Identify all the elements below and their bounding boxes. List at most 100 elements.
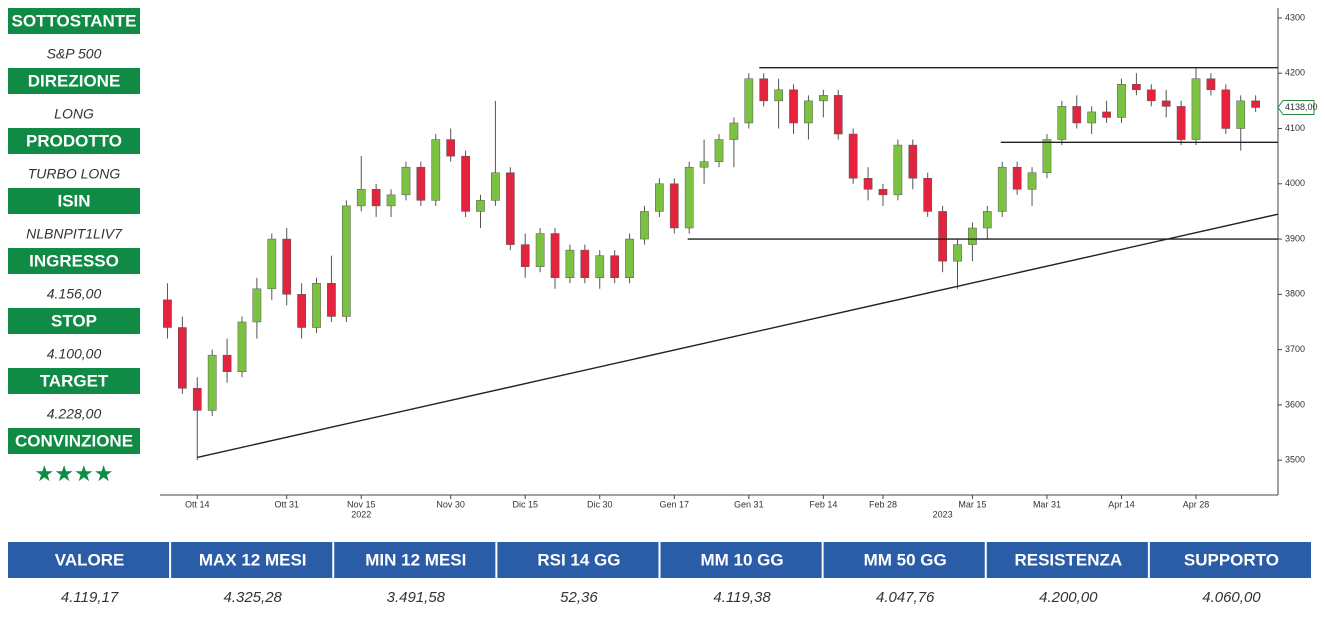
table-value: 3.491,58 [387,589,446,606]
candle-body [1102,111,1111,118]
candle-body [550,233,560,279]
sidebar-value: 4.156,00 [47,286,102,302]
candle-body [237,321,247,372]
table-header-bg [660,542,822,578]
sidebar-value: 4.228,00 [47,406,102,422]
table-value: 4.119,38 [713,589,771,606]
candle-body [1236,100,1246,129]
candle-body [282,238,292,295]
candle-body [1012,166,1022,190]
candle-body [1251,100,1260,108]
candle-body [1117,84,1126,118]
table-value: 4.060,00 [1202,589,1261,606]
candle-body [640,211,649,240]
table-header: RESISTENZA [1014,550,1122,569]
candle-body [744,78,754,124]
table-header: MAX 12 MESI [199,550,307,569]
table-header-bg [1149,542,1311,578]
sidebar-header-bg [8,368,140,394]
sidebar-value: S&P 500 [47,46,102,62]
candle-body [520,244,530,267]
candle-body [1176,106,1186,140]
table-header-bg [171,542,333,578]
candle-body [401,166,411,196]
candle-body [416,166,426,201]
table-header-bg [334,542,496,578]
candle-body [997,166,1007,212]
candle-body [312,283,321,328]
candle-body [669,183,679,229]
candle-body [818,95,828,102]
table-header: VALORE [55,550,125,569]
candle-body [580,249,590,279]
table-header: RSI 14 GG [537,550,620,569]
candle-body [565,249,575,279]
table-header-bg [497,542,659,578]
x-tick-label: Dic 15 [512,499,538,509]
table-header-bg [823,542,985,578]
sidebar-label: DIREZIONE [28,71,121,90]
sidebar-header-bg [8,68,140,94]
candle-body [938,211,947,262]
candle-body [1206,78,1216,91]
x-tick-label: Feb 28 [869,499,897,509]
candle-body [625,238,634,279]
candle-body [729,122,739,140]
candle-body [178,327,187,389]
x-tick-label: Dic 30 [587,499,613,509]
candle-body [968,227,977,245]
y-tick-label: 4200 [1285,68,1305,78]
table-value: 4.047,76 [876,589,935,606]
x-tick-label: Gen 17 [660,499,690,509]
candle-body [476,200,485,212]
x-tick-label: Ott 31 [274,499,299,509]
trend-line [197,213,1279,459]
sidebar-label: SOTTOSTANTE [12,11,137,30]
sidebar-header-bg [8,428,140,454]
candle-body [1191,78,1201,140]
price-tag [1277,100,1315,116]
sidebar-value: NLBNPIT1LIV7 [26,226,123,242]
candle-body [386,194,396,207]
y-tick-label: 4100 [1285,123,1305,133]
candle-body [207,354,217,411]
candle-body [1072,106,1082,124]
table-header: SUPPORTO [1184,550,1279,569]
candle-body [1087,111,1097,124]
candle-body [923,178,933,212]
candle-body [505,172,515,245]
sidebar-header-bg [8,8,140,34]
sidebar-label: STOP [51,311,97,330]
sidebar-label: ISIN [57,191,90,210]
x-tick-label: Nov 30 [436,499,465,509]
candle-body [1221,89,1231,129]
candle-body [341,205,351,317]
candle-body [192,388,202,411]
candle-body [863,178,873,190]
sidebar-header-bg [8,128,140,154]
candle-body [982,211,992,229]
y-tick-label: 3600 [1285,399,1305,409]
y-tick-label: 3700 [1285,344,1305,354]
candle-body [431,139,441,201]
candle-body [848,133,858,179]
table-value: 4.325,28 [223,589,282,606]
sidebar-label: PRODOTTO [26,131,122,150]
candle-body [297,294,306,328]
x-tick-label: Feb 14 [809,499,837,509]
y-tick-label: 3800 [1285,289,1305,299]
table-header-bg [986,542,1148,578]
candle-body [1057,106,1067,140]
x-tick-label: Mar 15 [958,499,986,509]
candle-body [163,299,172,328]
sidebar-label: TARGET [40,371,109,390]
candle-body [446,139,456,157]
candle-body [252,288,262,323]
candle-body [804,100,813,124]
y-tick-label: 4300 [1285,12,1305,22]
table-header: MM 50 GG [864,550,947,569]
candle-body [595,255,605,279]
candle-body [267,238,277,290]
candle-body [684,166,694,229]
